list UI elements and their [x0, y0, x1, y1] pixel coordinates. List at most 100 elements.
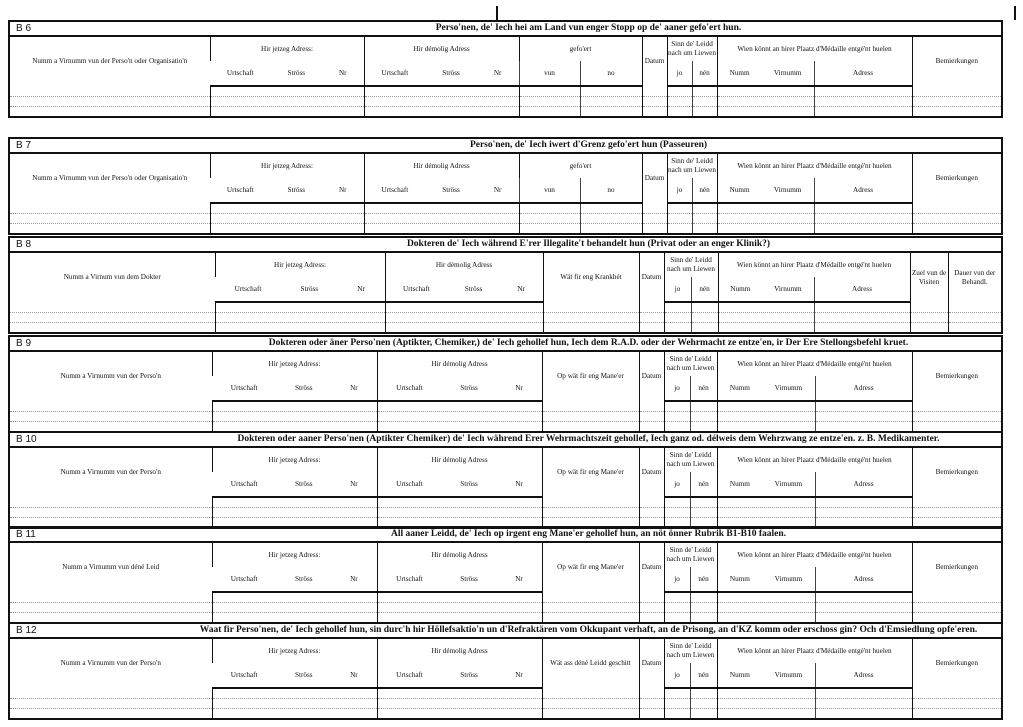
- entry-cell[interactable]: [716, 517, 816, 527]
- entry-cell[interactable]: [10, 203, 210, 214]
- entry-cell[interactable]: [814, 708, 913, 718]
- entry-cell[interactable]: [211, 421, 377, 431]
- entry-cell[interactable]: [716, 86, 815, 97]
- entry-cell[interactable]: [376, 688, 542, 699]
- entry-cell[interactable]: [716, 592, 816, 603]
- entry-cell[interactable]: [541, 517, 639, 527]
- entry-cell[interactable]: [579, 86, 642, 97]
- entry-cell[interactable]: [211, 592, 377, 603]
- entry-cell[interactable]: [911, 602, 1002, 613]
- entry-cell[interactable]: [716, 688, 816, 699]
- entry-cell[interactable]: [376, 517, 542, 527]
- entry-cell[interactable]: [641, 96, 667, 107]
- entry-cell[interactable]: [542, 322, 639, 332]
- entry-cell[interactable]: [691, 86, 718, 97]
- entry-cell[interactable]: [911, 86, 1002, 97]
- entry-cell[interactable]: [666, 223, 692, 233]
- entry-cell[interactable]: [911, 213, 1002, 224]
- entry-cell[interactable]: [518, 213, 580, 224]
- entry-cell[interactable]: [814, 497, 913, 508]
- entry-cell[interactable]: [10, 422, 212, 432]
- entry-cell[interactable]: [541, 497, 639, 508]
- entry-cell[interactable]: [813, 322, 911, 332]
- entry-cell[interactable]: [716, 497, 816, 508]
- entry-cell[interactable]: [814, 507, 913, 518]
- entry-cell[interactable]: [909, 322, 949, 332]
- entry-cell[interactable]: [717, 322, 815, 332]
- entry-cell[interactable]: [716, 421, 816, 431]
- entry-cell[interactable]: [518, 96, 580, 107]
- entry-cell[interactable]: [911, 401, 1002, 412]
- entry-cell[interactable]: [716, 708, 816, 718]
- entry-cell[interactable]: [638, 312, 664, 323]
- entry-cell[interactable]: [541, 612, 639, 622]
- entry-cell[interactable]: [814, 592, 913, 603]
- entry-cell[interactable]: [716, 203, 815, 214]
- entry-cell[interactable]: [911, 612, 1002, 622]
- entry-cell[interactable]: [689, 507, 718, 518]
- entry-cell[interactable]: [690, 322, 719, 332]
- entry-cell[interactable]: [638, 698, 664, 709]
- entry-cell[interactable]: [579, 96, 642, 107]
- entry-cell[interactable]: [542, 312, 639, 323]
- entry-cell[interactable]: [10, 323, 215, 333]
- entry-cell[interactable]: [813, 203, 913, 214]
- entry-cell[interactable]: [211, 698, 377, 709]
- entry-cell[interactable]: [663, 708, 690, 718]
- entry-cell[interactable]: [663, 602, 690, 613]
- entry-cell[interactable]: [641, 106, 667, 116]
- entry-cell[interactable]: [541, 401, 639, 412]
- entry-cell[interactable]: [214, 302, 385, 313]
- entry-cell[interactable]: [813, 106, 913, 116]
- entry-cell[interactable]: [209, 203, 364, 214]
- entry-cell[interactable]: [663, 592, 690, 603]
- entry-cell[interactable]: [518, 86, 580, 97]
- entry-cell[interactable]: [690, 312, 719, 323]
- entry-cell[interactable]: [376, 708, 542, 718]
- entry-cell[interactable]: [10, 401, 212, 412]
- entry-cell[interactable]: [211, 411, 377, 422]
- entry-cell[interactable]: [911, 96, 1002, 107]
- entry-cell[interactable]: [363, 106, 519, 116]
- entry-cell[interactable]: [384, 322, 543, 332]
- entry-cell[interactable]: [814, 612, 913, 622]
- entry-cell[interactable]: [211, 507, 377, 518]
- entry-cell[interactable]: [716, 106, 815, 116]
- entry-cell[interactable]: [638, 421, 664, 431]
- entry-cell[interactable]: [209, 223, 364, 233]
- entry-cell[interactable]: [716, 213, 815, 224]
- entry-cell[interactable]: [689, 698, 718, 709]
- entry-cell[interactable]: [638, 602, 664, 613]
- entry-cell[interactable]: [689, 592, 718, 603]
- entry-cell[interactable]: [814, 688, 913, 699]
- entry-cell[interactable]: [716, 612, 816, 622]
- entry-cell[interactable]: [689, 411, 718, 422]
- entry-cell[interactable]: [666, 86, 692, 97]
- entry-cell[interactable]: [541, 698, 639, 709]
- entry-cell[interactable]: [638, 507, 664, 518]
- entry-cell[interactable]: [638, 708, 664, 718]
- entry-cell[interactable]: [541, 507, 639, 518]
- entry-cell[interactable]: [376, 411, 542, 422]
- entry-cell[interactable]: [689, 602, 718, 613]
- entry-cell[interactable]: [689, 612, 718, 622]
- entry-cell[interactable]: [363, 213, 519, 224]
- entry-cell[interactable]: [579, 213, 642, 224]
- entry-cell[interactable]: [689, 497, 718, 508]
- entry-cell[interactable]: [211, 612, 377, 622]
- entry-cell[interactable]: [214, 322, 385, 332]
- entry-cell[interactable]: [641, 86, 667, 97]
- entry-cell[interactable]: [911, 517, 1002, 527]
- entry-cell[interactable]: [716, 411, 816, 422]
- entry-cell[interactable]: [376, 602, 542, 613]
- entry-cell[interactable]: [911, 106, 1002, 116]
- entry-cell[interactable]: [911, 698, 1002, 709]
- entry-cell[interactable]: [638, 592, 664, 603]
- entry-cell[interactable]: [690, 302, 719, 313]
- entry-cell[interactable]: [663, 612, 690, 622]
- entry-cell[interactable]: [211, 602, 377, 613]
- entry-cell[interactable]: [911, 688, 1002, 699]
- entry-cell[interactable]: [376, 592, 542, 603]
- entry-cell[interactable]: [717, 302, 815, 313]
- entry-cell[interactable]: [947, 312, 1002, 323]
